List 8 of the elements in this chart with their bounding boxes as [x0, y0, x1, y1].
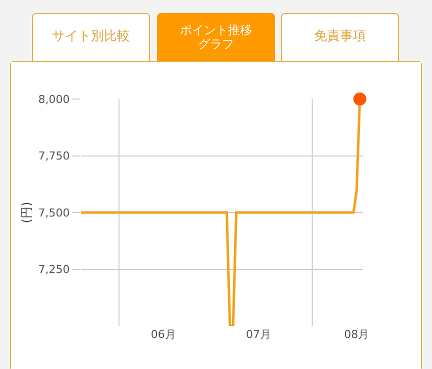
x-tick-label: 06月 [150, 328, 176, 341]
y-tick-label: 7,750 [38, 150, 70, 163]
y-tick-label: 8,000 [38, 92, 70, 106]
y-tick-label: 7,500 [38, 206, 70, 220]
x-tick-label: 07月 [246, 328, 271, 341]
y-axis-title: (円) [20, 202, 34, 224]
x-tick-label: 08月 [344, 328, 370, 341]
y-tick-label: 7,250 [38, 263, 70, 276]
